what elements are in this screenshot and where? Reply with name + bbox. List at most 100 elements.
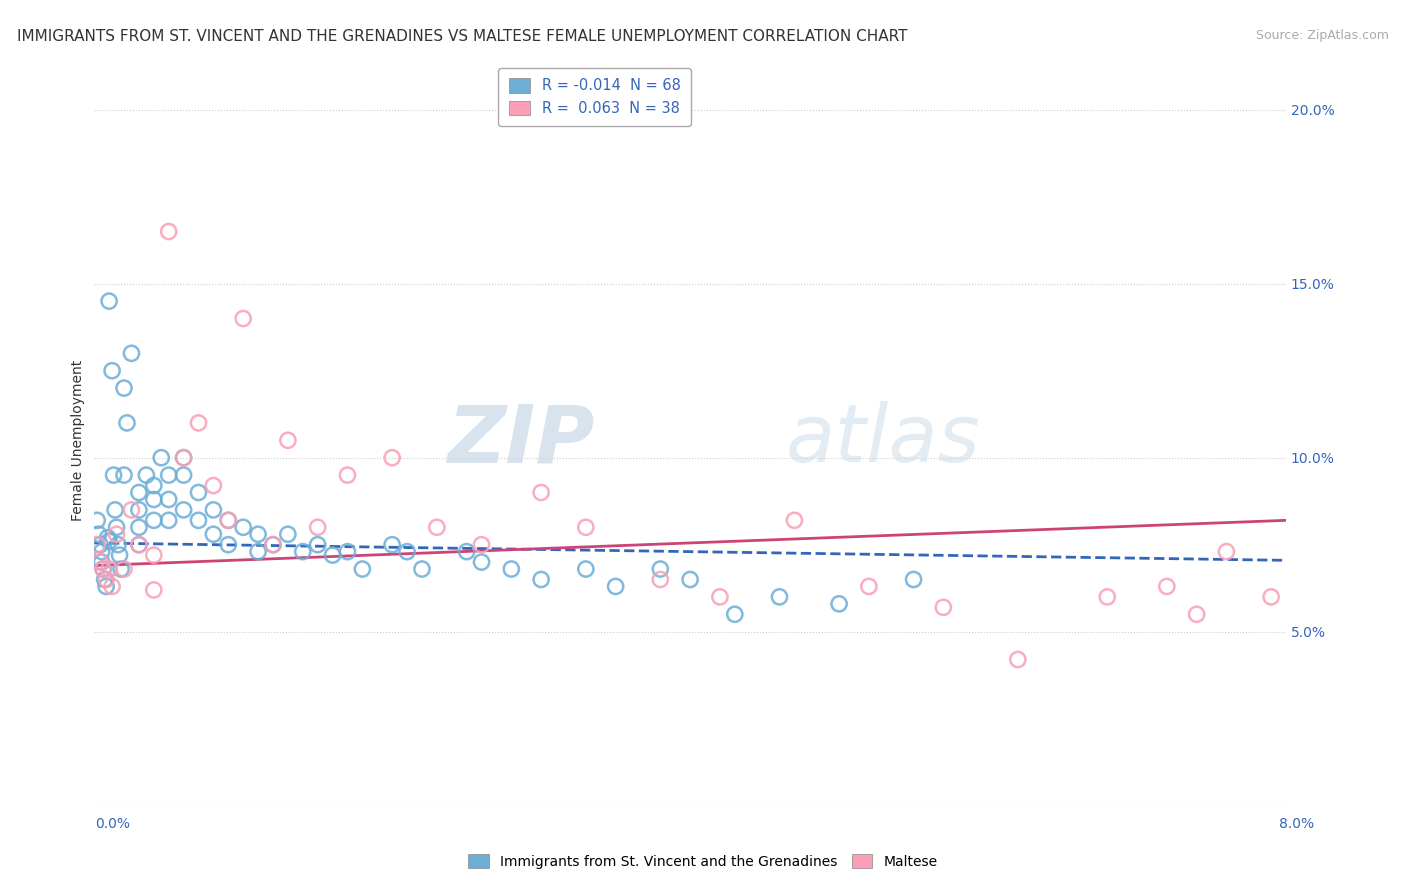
Point xyxy=(86,513,108,527)
Point xyxy=(157,492,180,507)
Point xyxy=(709,590,731,604)
Point xyxy=(650,562,672,576)
Point xyxy=(112,562,135,576)
Point xyxy=(94,579,117,593)
Point xyxy=(768,590,790,604)
Point xyxy=(217,513,239,527)
Point xyxy=(94,573,117,587)
Point xyxy=(783,513,806,527)
Point xyxy=(470,538,492,552)
Point xyxy=(91,562,114,576)
Text: IMMIGRANTS FROM ST. VINCENT AND THE GRENADINES VS MALTESE FEMALE UNEMPLOYMENT CO: IMMIGRANTS FROM ST. VINCENT AND THE GREN… xyxy=(17,29,907,44)
Y-axis label: Female Unemployment: Female Unemployment xyxy=(72,359,86,521)
Point xyxy=(724,607,747,622)
Point xyxy=(336,544,359,558)
Point xyxy=(120,503,142,517)
Point xyxy=(101,364,124,378)
Point xyxy=(93,573,115,587)
Point xyxy=(157,513,180,527)
Point xyxy=(381,450,404,465)
Point xyxy=(456,544,478,558)
Point xyxy=(107,538,129,552)
Point xyxy=(307,520,329,534)
Point xyxy=(336,468,359,483)
Point xyxy=(650,573,672,587)
Point xyxy=(128,538,150,552)
Point xyxy=(1007,652,1029,666)
Point xyxy=(97,531,120,545)
Point xyxy=(135,468,157,483)
Point xyxy=(105,520,128,534)
Point xyxy=(173,450,195,465)
Point xyxy=(202,527,225,541)
Point xyxy=(128,538,150,552)
Point xyxy=(157,468,180,483)
Point xyxy=(903,573,925,587)
Point xyxy=(101,579,124,593)
Text: ZIP: ZIP xyxy=(447,401,595,479)
Point xyxy=(262,538,284,552)
Text: 0.0%: 0.0% xyxy=(96,817,131,830)
Point xyxy=(142,492,165,507)
Point xyxy=(173,503,195,517)
Point xyxy=(530,485,553,500)
Point xyxy=(1097,590,1119,604)
Point xyxy=(247,544,270,558)
Point xyxy=(173,468,195,483)
Point xyxy=(103,468,125,483)
Point xyxy=(87,527,110,541)
Point xyxy=(90,544,112,558)
Point xyxy=(110,562,132,576)
Point xyxy=(322,548,344,562)
Point xyxy=(142,478,165,492)
Point xyxy=(217,538,239,552)
Point xyxy=(112,381,135,395)
Point xyxy=(352,562,374,576)
Point xyxy=(247,527,270,541)
Point xyxy=(932,600,955,615)
Point xyxy=(307,538,329,552)
Point xyxy=(187,416,209,430)
Point xyxy=(1156,579,1178,593)
Legend: Immigrants from St. Vincent and the Grenadines, Maltese: Immigrants from St. Vincent and the Gren… xyxy=(463,848,943,874)
Point xyxy=(128,485,150,500)
Point xyxy=(291,544,314,558)
Point xyxy=(858,579,880,593)
Point xyxy=(112,468,135,483)
Point xyxy=(575,562,598,576)
Point xyxy=(98,562,121,576)
Point xyxy=(90,555,112,569)
Point xyxy=(173,450,195,465)
Point xyxy=(1185,607,1208,622)
Text: 8.0%: 8.0% xyxy=(1279,817,1315,830)
Point xyxy=(232,311,254,326)
Point xyxy=(605,579,627,593)
Point xyxy=(89,555,111,569)
Point xyxy=(411,562,433,576)
Point xyxy=(150,450,173,465)
Point xyxy=(98,294,121,309)
Point xyxy=(202,503,225,517)
Point xyxy=(1215,544,1237,558)
Point xyxy=(128,503,150,517)
Text: atlas: atlas xyxy=(786,401,980,479)
Point xyxy=(104,503,127,517)
Point xyxy=(115,416,138,430)
Point xyxy=(501,562,523,576)
Point xyxy=(157,225,180,239)
Point xyxy=(202,478,225,492)
Text: Source: ZipAtlas.com: Source: ZipAtlas.com xyxy=(1256,29,1389,42)
Point xyxy=(98,534,121,549)
Point xyxy=(217,513,239,527)
Point xyxy=(187,485,209,500)
Point xyxy=(187,513,209,527)
Point xyxy=(1260,590,1282,604)
Point xyxy=(396,544,419,558)
Point xyxy=(575,520,598,534)
Point xyxy=(108,548,131,562)
Point xyxy=(277,434,299,448)
Point xyxy=(530,573,553,587)
Point xyxy=(142,582,165,597)
Point xyxy=(381,538,404,552)
Point xyxy=(105,527,128,541)
